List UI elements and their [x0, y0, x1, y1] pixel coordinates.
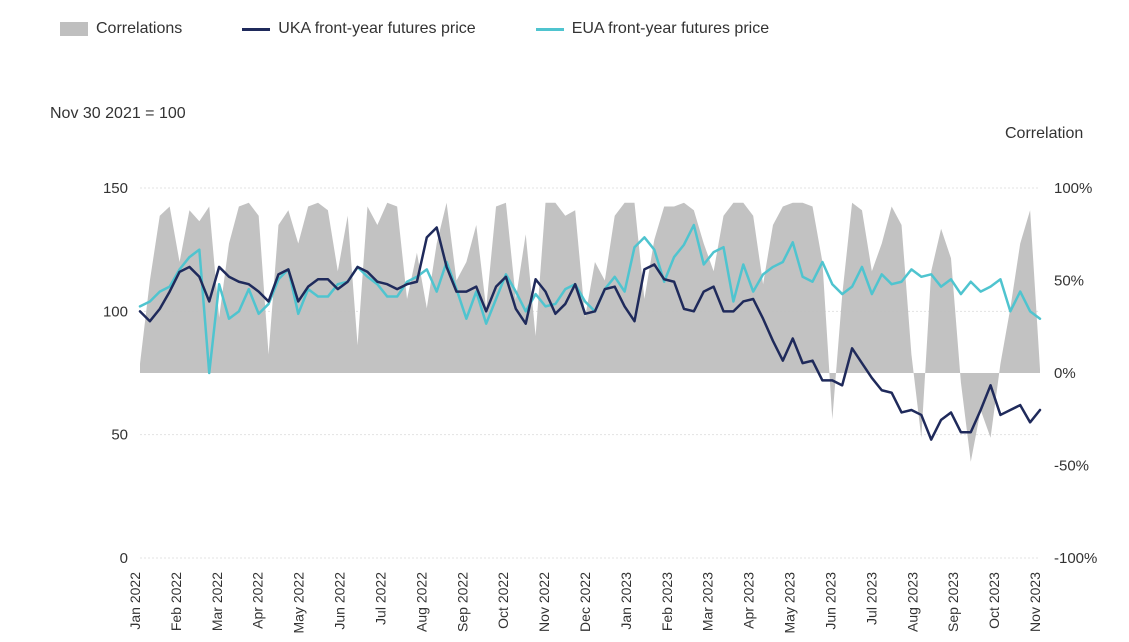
- svg-text:May 2023: May 2023: [782, 572, 798, 634]
- svg-text:Nov 2023: Nov 2023: [1027, 572, 1043, 632]
- svg-text:Sep 2022: Sep 2022: [454, 572, 470, 632]
- svg-text:50%: 50%: [1054, 273, 1084, 290]
- correlations-area: [140, 203, 1040, 462]
- svg-text:Aug 2023: Aug 2023: [904, 572, 920, 632]
- svg-text:Aug 2022: Aug 2022: [413, 572, 429, 632]
- legend-label: EUA front-year futures price: [572, 20, 769, 38]
- subtitle-left: Nov 30 2021 = 100: [50, 105, 186, 123]
- svg-text:Apr 2022: Apr 2022: [250, 572, 266, 629]
- chart-svg: 0 50 100 150 -100% -50% 0% 50% 100% Jan 2022 Feb 2…: [20, 48, 1109, 642]
- legend-item-eua: EUA front-year futures price: [536, 20, 769, 38]
- legend-swatch-line-eua: [536, 28, 564, 31]
- svg-text:-50%: -50%: [1054, 458, 1089, 475]
- svg-text:Feb 2022: Feb 2022: [168, 572, 184, 631]
- legend-item-correlations: Correlations: [60, 20, 182, 38]
- legend: Correlations UKA front-year futures pric…: [20, 20, 1109, 48]
- legend-label: UKA front-year futures price: [278, 20, 475, 38]
- svg-text:Jan 2022: Jan 2022: [127, 572, 143, 630]
- svg-text:Jul 2023: Jul 2023: [863, 572, 879, 625]
- legend-label: Correlations: [96, 20, 182, 38]
- svg-text:Mar 2022: Mar 2022: [209, 572, 225, 631]
- svg-text:Jan 2023: Jan 2023: [618, 572, 634, 630]
- legend-swatch-area: [60, 22, 88, 36]
- svg-text:Feb 2023: Feb 2023: [659, 572, 675, 631]
- legend-item-uka: UKA front-year futures price: [242, 20, 475, 38]
- svg-text:Sep 2023: Sep 2023: [945, 572, 961, 632]
- legend-swatch-line-uka: [242, 28, 270, 31]
- svg-text:150: 150: [103, 180, 128, 197]
- svg-text:-100%: -100%: [1054, 550, 1097, 567]
- svg-text:Jun 2022: Jun 2022: [332, 572, 348, 630]
- svg-text:Dec 2022: Dec 2022: [577, 572, 593, 632]
- chart-container: Correlations UKA front-year futures pric…: [20, 20, 1109, 614]
- subtitle-right: Correlation: [1005, 125, 1083, 143]
- svg-text:Jun 2023: Jun 2023: [822, 572, 838, 630]
- svg-text:Nov 2022: Nov 2022: [536, 572, 552, 632]
- svg-text:May 2022: May 2022: [291, 572, 307, 634]
- svg-text:100: 100: [103, 303, 128, 320]
- svg-text:Jul 2022: Jul 2022: [372, 572, 388, 625]
- svg-text:0: 0: [120, 550, 128, 567]
- svg-text:Oct 2023: Oct 2023: [986, 572, 1002, 629]
- svg-text:0%: 0%: [1054, 365, 1076, 382]
- svg-text:100%: 100%: [1054, 180, 1092, 197]
- svg-text:Apr 2023: Apr 2023: [741, 572, 757, 629]
- svg-text:Mar 2023: Mar 2023: [700, 572, 716, 631]
- svg-text:Oct 2022: Oct 2022: [495, 572, 511, 629]
- svg-text:50: 50: [111, 427, 128, 444]
